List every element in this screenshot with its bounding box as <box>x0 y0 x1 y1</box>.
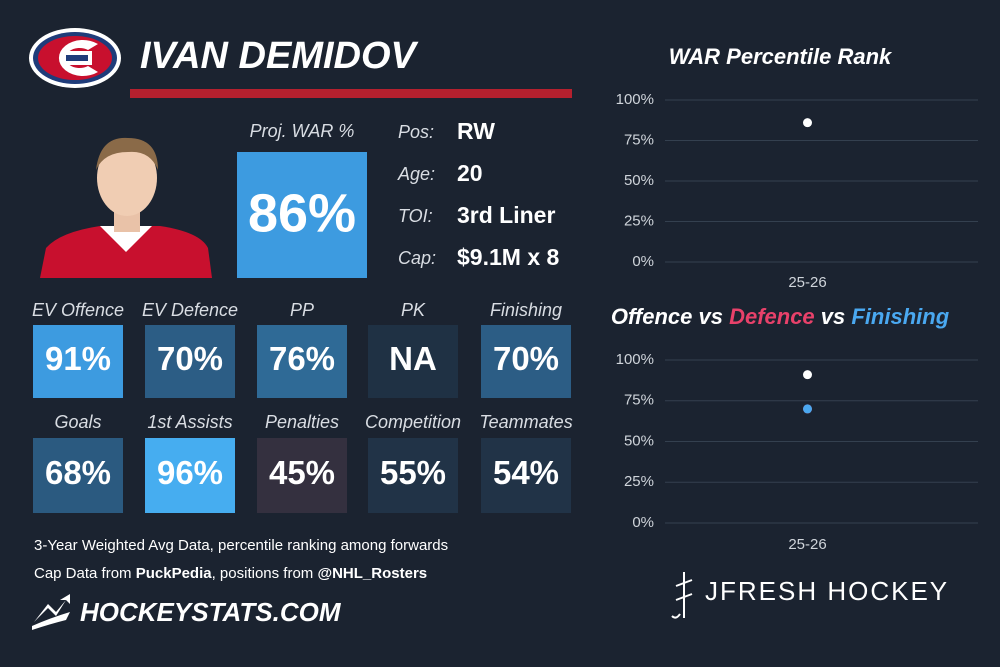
tile-box <box>145 325 235 398</box>
y-tick-label: 100% <box>616 351 654 368</box>
tile-box <box>368 325 458 398</box>
tile-label: Penalties <box>265 412 339 432</box>
tile-value: 55% <box>380 454 446 491</box>
tile-value: NA <box>389 340 437 377</box>
proj-war-box <box>237 152 367 278</box>
tile-value: 70% <box>157 340 223 377</box>
data-point <box>803 118 812 128</box>
note-segment: PuckPedia <box>136 565 213 582</box>
info-list: Pos: RW Age: 20 TOI: 3rd Liner Cap: $9.1M x 8 <box>397 118 559 270</box>
player-photo <box>40 137 212 278</box>
tile-box <box>33 325 123 398</box>
chart-title: Offence vs Defence vs Finishing <box>611 304 950 329</box>
y-tick-label: 0% <box>632 253 654 270</box>
tile-box <box>33 438 123 513</box>
y-tick-label: 100% <box>616 91 654 108</box>
note-segment: , positions from <box>212 565 318 582</box>
tile-box <box>481 325 571 398</box>
tile-box <box>368 438 458 513</box>
info-label: TOI: <box>398 206 433 226</box>
jfresh-logo <box>671 572 693 619</box>
y-tick-label: 0% <box>632 514 654 531</box>
proj-war-value: 86% <box>248 183 356 243</box>
info-label: Pos: <box>398 122 434 142</box>
proj-war-label: Proj. WAR % <box>250 121 355 141</box>
title-part: Offence <box>611 304 693 329</box>
y-tick-label: 50% <box>624 432 654 449</box>
tile-value: 96% <box>157 454 223 491</box>
tile-box <box>257 438 347 513</box>
tile-value: 45% <box>269 454 335 491</box>
title-part: vs <box>692 304 729 329</box>
tile-value: 70% <box>493 340 559 377</box>
note-segment: Cap Data from <box>34 565 136 582</box>
y-tick-label: 75% <box>624 392 654 409</box>
tile-value: 54% <box>493 454 559 491</box>
tile-label: PK <box>401 300 426 320</box>
tile-label: EV Defence <box>142 300 238 320</box>
title-part: Defence <box>729 304 815 329</box>
note-line: 3-Year Weighted Avg Data, percentile ran… <box>34 537 448 554</box>
tile-value: 68% <box>45 454 111 491</box>
tile-value: 76% <box>269 340 335 377</box>
info-label: Age: <box>397 164 435 184</box>
tile-label: Teammates <box>479 412 572 432</box>
chart-title: WAR Percentile Rank <box>669 44 893 69</box>
info-label: Cap: <box>398 248 436 268</box>
y-tick-label: 75% <box>624 131 654 148</box>
info-value: 3rd Liner <box>457 202 555 228</box>
y-tick-label: 25% <box>624 473 654 490</box>
tile-box <box>257 325 347 398</box>
player-name: IVAN DEMIDOV <box>140 35 419 77</box>
footer-right: JFRESH HOCKEY <box>705 576 949 606</box>
data-point <box>803 404 812 414</box>
info-value: $9.1M x 8 <box>457 244 559 270</box>
name-underline <box>130 89 572 98</box>
tile-box <box>145 438 235 513</box>
tile-value: 91% <box>45 340 111 377</box>
hockeystats-logo <box>32 594 70 630</box>
title-part: Finishing <box>851 304 949 329</box>
x-tick-label: 25-26 <box>788 536 826 553</box>
y-tick-label: 50% <box>624 172 654 189</box>
info-value: RW <box>457 118 495 144</box>
note-segment: 3-Year Weighted Avg Data, percentile ran… <box>34 537 448 554</box>
info-value: 20 <box>457 160 483 186</box>
charts: WAR Percentile Rank 0% 25% 50% 75% 100% 25-26 O… <box>611 44 978 553</box>
stat-tiles: EV Offence 91% EV Defence 70% PP 76% PK NA Finis… <box>32 300 573 513</box>
title-part: vs <box>815 304 852 329</box>
tile-label: EV Offence <box>32 300 124 320</box>
tile-label: Goals <box>54 412 101 432</box>
tile-label: 1st Assists <box>147 412 232 432</box>
tile-box <box>481 438 571 513</box>
y-tick-label: 25% <box>624 212 654 229</box>
note-segment: @NHL_Rosters <box>317 565 427 582</box>
tile-label: PP <box>290 300 314 320</box>
data-point <box>803 370 812 380</box>
footer-left: HOCKEYSTATS.COM <box>80 597 342 627</box>
team-logo <box>29 28 121 88</box>
tile-label: Competition <box>365 412 461 432</box>
notes: 3-Year Weighted Avg Data, percentile ran… <box>34 537 448 582</box>
note-line: Cap Data from PuckPedia, positions from … <box>34 565 427 582</box>
x-tick-label: 25-26 <box>788 274 826 291</box>
tile-label: Finishing <box>490 300 562 320</box>
